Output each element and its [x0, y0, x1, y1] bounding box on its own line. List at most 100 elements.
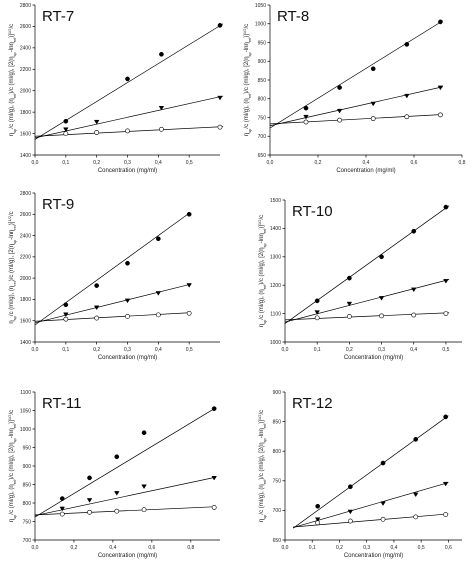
y-axis-title-part: η: [9, 56, 15, 59]
y-axis-title-part: -ln: [244, 46, 250, 53]
x-tick-label: 0,1: [62, 347, 69, 353]
data-point-open-circle: [125, 128, 130, 134]
data-point-filled-triangle: [217, 95, 223, 101]
y-tick-label: 1100: [20, 390, 31, 396]
fit-line: [34, 476, 217, 516]
y-axis-title-part: /c: [244, 24, 250, 29]
x-tick-label: 0,4: [155, 347, 162, 353]
axis-frame: [269, 5, 462, 156]
y-axis-title-part: η: [9, 98, 15, 101]
y-axis-title-part: rel: [247, 94, 252, 99]
x-tick-label: 0,4: [363, 160, 370, 166]
y-axis-title-part: 1/2: [257, 414, 262, 420]
y-axis-title-part: -ln: [9, 46, 15, 53]
data-point-open-circle: [437, 112, 443, 118]
data-point-filled-triangle: [336, 108, 343, 114]
data-point-open-circle: [159, 126, 164, 132]
x-tick-label: 0,8: [187, 545, 194, 551]
y-tick-label: 950: [23, 445, 32, 451]
data-point-open-circle: [413, 514, 419, 520]
y-tick-label: 1050: [255, 3, 266, 9]
y-tick-label: 1300: [270, 255, 281, 261]
y-axis-title-part: )/c (ml/g), [2(: [9, 446, 15, 480]
data-point-filled-circle: [94, 283, 100, 288]
y-axis-title-part: sp: [262, 437, 267, 442]
y-axis-title-part: rel: [247, 38, 252, 43]
data-point-filled-circle: [59, 496, 65, 501]
y-tick-label: 2800: [20, 191, 31, 197]
x-tick-label: 0,1: [314, 347, 321, 353]
y-axis-title-part: /c (ml/g), (: [9, 289, 15, 316]
y-tick-label: 1600: [20, 131, 31, 137]
data-point-filled-circle: [337, 85, 342, 90]
y-axis-title-part: 1/2: [242, 28, 247, 34]
y-axis-title-part: rel: [262, 229, 267, 234]
y-tick-label: 2800: [20, 3, 31, 9]
x-tick-label: 0,2: [93, 160, 100, 166]
fit-line: [269, 20, 443, 129]
axis-frame: [284, 392, 462, 541]
data-point-filled-circle: [443, 414, 449, 420]
data-point-open-circle: [186, 310, 192, 316]
y-axis-title-part: sp: [12, 128, 17, 133]
data-point-filled-circle: [303, 105, 309, 111]
x-tick-label: 0,2: [315, 160, 322, 166]
y-axis-title-part: η: [9, 133, 15, 136]
y-tick-label: 1000: [20, 427, 31, 433]
data-point-filled-circle: [211, 406, 217, 411]
y-tick-label: 750: [23, 519, 32, 525]
y-axis-title-part: -ln: [9, 233, 15, 240]
y-axis-title-part: )/c (ml/g), [2(: [259, 446, 265, 480]
panel-label: RT-11: [42, 395, 81, 412]
data-point-open-circle: [87, 509, 92, 515]
y-tick-label: 850: [258, 78, 267, 84]
data-point-open-circle: [63, 131, 69, 136]
x-tick-label: 0,3: [124, 160, 131, 166]
data-point-filled-triangle: [346, 301, 353, 307]
fit-line: [34, 506, 217, 516]
data-point-filled-circle: [347, 275, 352, 281]
y-axis-title-part: η: [259, 428, 265, 431]
y-tick-label: 1000: [270, 340, 281, 346]
y-tick-label: 1000: [255, 22, 266, 28]
y-tick-label: 850: [23, 482, 32, 488]
y-axis-title-part: -ln: [9, 432, 15, 439]
x-tick-label: 0,0: [32, 160, 39, 166]
y-axis-title-part: rel: [12, 480, 17, 485]
y-axis-title-part: )]: [244, 34, 250, 38]
y-axis-title-part: η: [259, 519, 265, 522]
x-tick-label: 0,4: [390, 545, 397, 551]
x-axis-title: Concentration (mg/ml): [336, 168, 395, 174]
data-point-filled-circle: [380, 460, 386, 466]
x-axis-title: Concentration (mg/ml): [98, 553, 157, 559]
data-point-filled-triangle: [442, 481, 449, 487]
y-axis-title-part: 1/2: [7, 414, 12, 420]
chart-panel-6: 0,0 0,1 0,2 0,3 0,4 0,5 0,6 650 700 750 800 850 900 C…: [257, 390, 462, 559]
data-point-filled-circle: [159, 51, 164, 57]
y-axis-title-part: /c (ml/g), (: [259, 488, 265, 515]
y-axis-title-part: η: [9, 484, 15, 487]
y-tick-label: 1050: [20, 408, 31, 414]
y-tick-label: 1600: [20, 319, 31, 325]
y-tick-label: 700: [23, 538, 32, 544]
data-point-filled-circle: [114, 454, 120, 460]
axis-frame: [34, 392, 220, 541]
fit-line: [269, 114, 443, 125]
fit-line: [34, 284, 190, 324]
y-axis-title: ηsp/c (ml/g), (ηrel)/c (ml/g), [2(ηsp-ln…: [242, 24, 252, 136]
y-tick-label: 2200: [20, 67, 31, 73]
y-tick-label: 850: [273, 419, 282, 425]
x-tick-label: 0,0: [282, 347, 289, 353]
y-axis-title-part: )]: [259, 225, 265, 229]
y-axis-title-part: sp: [262, 514, 267, 519]
x-tick-label: 0,5: [186, 160, 193, 166]
x-tick-label: 0,0: [267, 160, 274, 166]
y-axis-title-part: /c (ml/g), (: [9, 102, 15, 129]
data-point-open-circle: [94, 315, 100, 321]
fit-line: [293, 482, 449, 528]
x-tick-label: 0,2: [336, 545, 343, 551]
data-point-open-circle: [315, 520, 321, 526]
fit-line: [284, 205, 450, 324]
data-point-filled-triangle: [314, 310, 320, 315]
y-tick-label: 950: [258, 40, 267, 46]
